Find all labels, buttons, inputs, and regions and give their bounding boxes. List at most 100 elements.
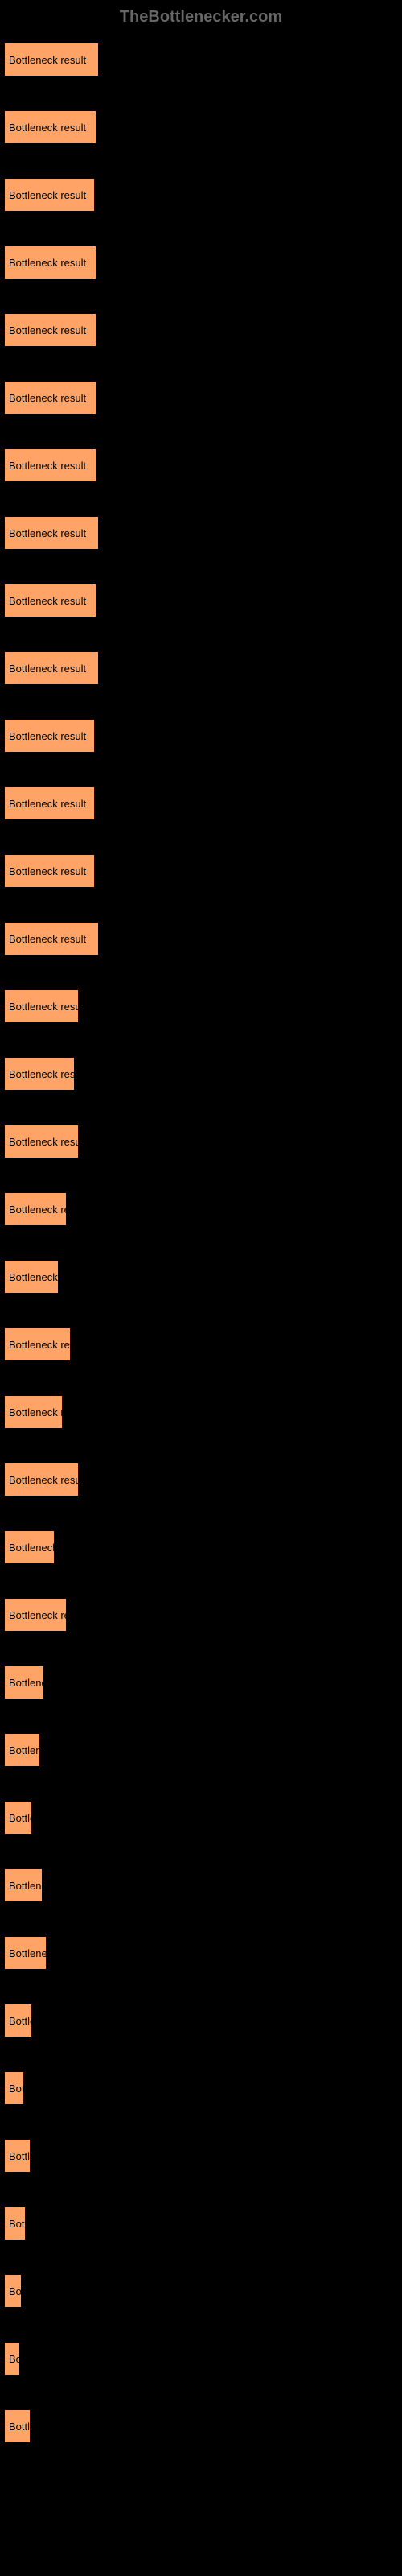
bar: Bottleneck result bbox=[4, 1192, 67, 1226]
bar: Bottleneck res bbox=[4, 1260, 59, 1294]
bar-row: Bottl bbox=[4, 2409, 398, 2443]
bar: Bottleneck result bbox=[4, 1327, 71, 1361]
bar: Bottleneck result bbox=[4, 719, 95, 753]
bar-label: Bottleneck result bbox=[9, 392, 86, 404]
bar: Bottleneck result bbox=[4, 178, 95, 212]
bar-row: Bottlene bbox=[4, 1868, 398, 1902]
bar-label: Bottleneck result bbox=[9, 257, 86, 269]
bar: Bottleneck result bbox=[4, 448, 96, 482]
bar-label: Bottlene bbox=[9, 1744, 40, 1757]
bar-label: Bot bbox=[9, 2083, 24, 2095]
bar-row: Bottleneck result bbox=[4, 651, 398, 685]
bar: Bottleneck result bbox=[4, 110, 96, 144]
bar-row: Bottleneck result bbox=[4, 1192, 398, 1226]
bar-row: Bottleneck re bbox=[4, 1530, 398, 1564]
bar-row: Bottleneck result bbox=[4, 246, 398, 279]
bar: Bot bbox=[4, 2207, 26, 2240]
bar: Bottle bbox=[4, 1801, 32, 1835]
bar-label: Bottleneck result bbox=[9, 527, 86, 539]
bar-label: Bo bbox=[9, 2285, 22, 2297]
bar-row: Bottlenec bbox=[4, 1666, 398, 1699]
bar-row: Bo bbox=[4, 2274, 398, 2308]
bar: Bottl bbox=[4, 2139, 31, 2173]
bar-row: Bot bbox=[4, 2071, 398, 2105]
bar-label: Bottleneck result bbox=[9, 324, 86, 336]
bar-row: Bottleneck result bbox=[4, 584, 398, 617]
bar-row: Bottleneck result bbox=[4, 1057, 398, 1091]
bar-row: Bottleneck resul bbox=[4, 1395, 398, 1429]
bar: Bottleneck result bbox=[4, 1598, 67, 1632]
bar-row: Bottleneck result bbox=[4, 448, 398, 482]
bar: Bottl bbox=[4, 2409, 31, 2443]
bar-label: Bottle bbox=[9, 1812, 32, 1824]
bar-label: Bo bbox=[9, 2353, 20, 2365]
bar-row: Bottleneck result bbox=[4, 719, 398, 753]
bar: Bo bbox=[4, 2342, 20, 2376]
bar-row: Bottle bbox=[4, 1801, 398, 1835]
bar-row: Bottleneck result bbox=[4, 1463, 398, 1496]
bar-label: Bottleneck result bbox=[9, 798, 86, 810]
bar-label: Bottleneck result bbox=[9, 460, 86, 472]
bar-row: Bottleneck result bbox=[4, 381, 398, 415]
bar: Bottleneck result bbox=[4, 651, 99, 685]
bar-label: Bottleneck result bbox=[9, 595, 86, 607]
bar-label: Bottleneck result bbox=[9, 663, 86, 675]
bottleneck-chart: Bottleneck result Bottleneck result Bottle… bbox=[0, 35, 402, 2485]
bar: Bottleneck result bbox=[4, 1463, 79, 1496]
bar: Bottleneck result bbox=[4, 584, 96, 617]
bar: Bottleneck bbox=[4, 1936, 47, 1970]
bar-row: Bo bbox=[4, 2342, 398, 2376]
bar-label: Bottl bbox=[9, 2150, 30, 2162]
bar-label: Bottleneck result bbox=[9, 1474, 79, 1486]
bar-label: Bottleneck result bbox=[9, 1339, 71, 1351]
bar-row: Bottle bbox=[4, 2004, 398, 2037]
bar-row: Bottleneck result bbox=[4, 1327, 398, 1361]
bar-row: Bottleneck result bbox=[4, 854, 398, 888]
bar: Bottlene bbox=[4, 1868, 43, 1902]
bar-row: Bottleneck result bbox=[4, 1125, 398, 1158]
bar-row: Bottleneck result bbox=[4, 1598, 398, 1632]
bar: Bottleneck result bbox=[4, 516, 99, 550]
bar-label: Bottleneck result bbox=[9, 865, 86, 877]
header: TheBottlenecker.com bbox=[0, 0, 402, 35]
bar: Bottleneck result bbox=[4, 922, 99, 956]
bar-row: Bot bbox=[4, 2207, 398, 2240]
bar-label: Bottleneck result bbox=[9, 122, 86, 134]
bar-row: Bottleneck result bbox=[4, 313, 398, 347]
bar: Bot bbox=[4, 2071, 24, 2105]
bar: Bottleneck result bbox=[4, 43, 99, 76]
bar: Bottleneck result bbox=[4, 246, 96, 279]
bar-label: Bottleneck result bbox=[9, 54, 86, 66]
bar-row: Bottleneck result bbox=[4, 786, 398, 820]
bar-row: Bottlene bbox=[4, 1733, 398, 1767]
bar-label: Bottlenec bbox=[9, 1677, 44, 1689]
bar: Bottleneck result bbox=[4, 313, 96, 347]
site-title: TheBottlenecker.com bbox=[120, 8, 282, 26]
bar-label: Bottleneck res bbox=[9, 1271, 59, 1283]
bar-label: Bottle bbox=[9, 2015, 32, 2027]
bar-label: Bottleneck re bbox=[9, 1542, 55, 1554]
bar-label: Bottleneck result bbox=[9, 933, 86, 945]
bar-label: Bottl bbox=[9, 2421, 30, 2433]
bar: Bottleneck result bbox=[4, 1125, 79, 1158]
bar-label: Bottleneck result bbox=[9, 189, 86, 201]
bar-label: Bottleneck result bbox=[9, 1001, 79, 1013]
bar: Bottlene bbox=[4, 1733, 40, 1767]
bar: Bottleneck re bbox=[4, 1530, 55, 1564]
bar-row: Bottleneck bbox=[4, 1936, 398, 1970]
bar: Bottlenec bbox=[4, 1666, 44, 1699]
bar-row: Bottleneck result bbox=[4, 989, 398, 1023]
bar-label: Bottleneck result bbox=[9, 730, 86, 742]
bar: Bottleneck result bbox=[4, 381, 96, 415]
bar: Bottleneck result bbox=[4, 786, 95, 820]
bar: Bottle bbox=[4, 2004, 32, 2037]
bar: Bottleneck result bbox=[4, 989, 79, 1023]
bar: Bo bbox=[4, 2274, 22, 2308]
bar-label: Bottleneck result bbox=[9, 1136, 79, 1148]
bar-row: Bottleneck result bbox=[4, 516, 398, 550]
bar: Bottleneck resul bbox=[4, 1395, 63, 1429]
bar-label: Bottlene bbox=[9, 1880, 43, 1892]
bar-label: Bot bbox=[9, 2218, 25, 2230]
bar: Bottleneck result bbox=[4, 1057, 75, 1091]
bar-row: Bottleneck result bbox=[4, 110, 398, 144]
